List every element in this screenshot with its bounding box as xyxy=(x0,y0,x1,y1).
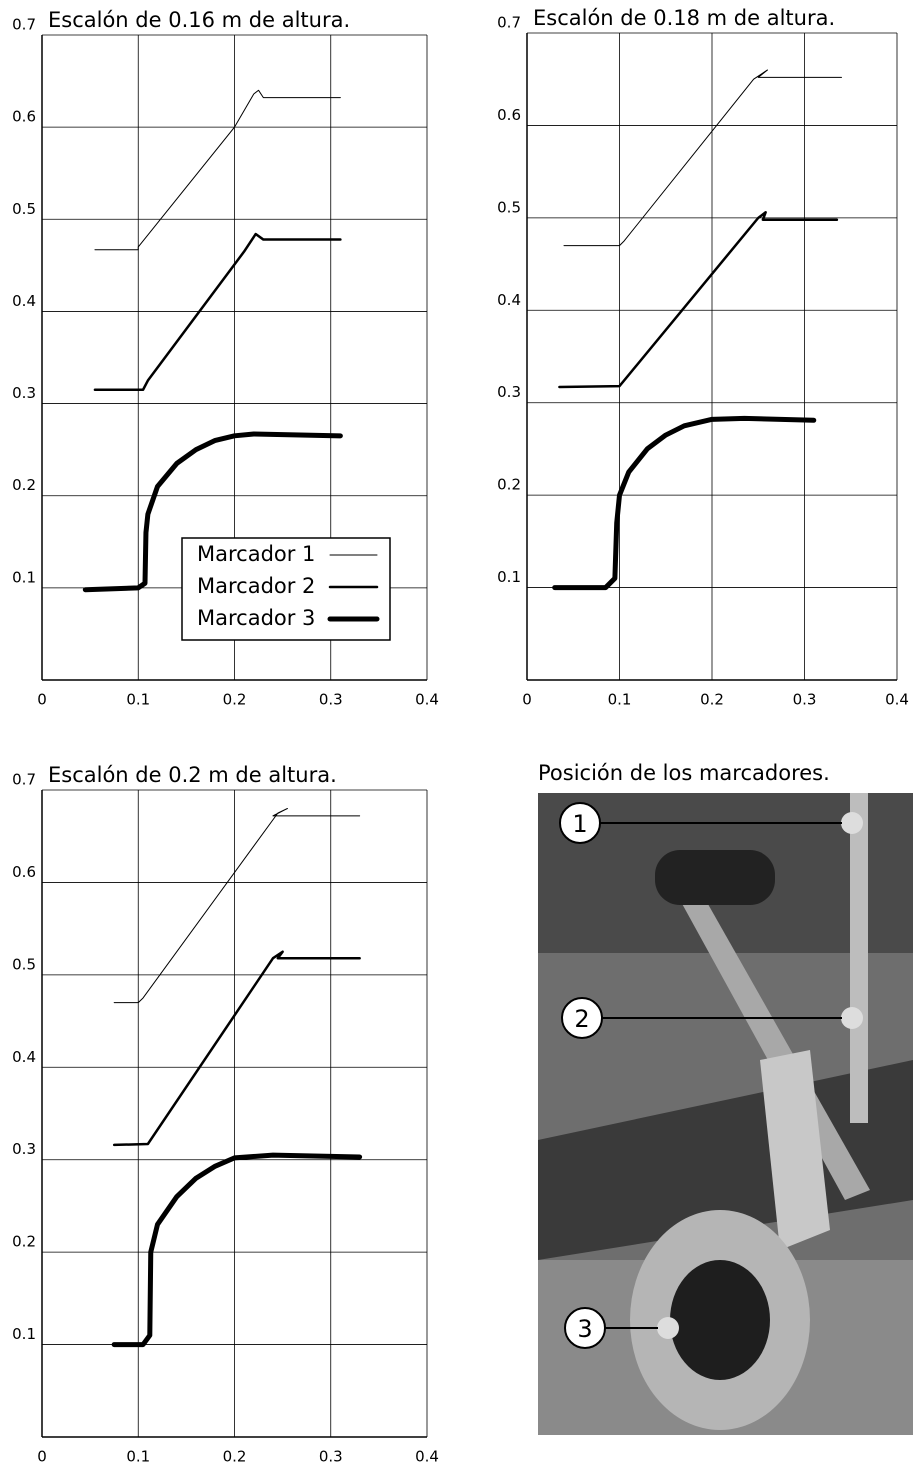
y-tick-label: 0.1 xyxy=(497,568,521,586)
data-line xyxy=(95,90,340,249)
legend-label: Marcador 1 xyxy=(197,542,315,566)
page: Posición de los marcadores. 1 2 3 Escaló… xyxy=(0,0,920,1471)
marker-label: 3 xyxy=(577,1315,592,1343)
y-tick-label: 0.6 xyxy=(12,863,36,881)
y-tick-label: 0.2 xyxy=(12,1233,36,1251)
y-tick-label: 0.4 xyxy=(12,292,36,310)
x-tick-label: 0.1 xyxy=(608,691,632,709)
photo-motor xyxy=(655,850,775,905)
y-tick-label: 0.2 xyxy=(497,476,521,494)
data-line xyxy=(114,1155,359,1344)
photo-marker-ball xyxy=(657,1317,679,1339)
y-tick-label: 0.5 xyxy=(497,198,521,216)
y-tick-label: 0.3 xyxy=(497,383,521,401)
x-tick-label: 0 xyxy=(37,691,47,709)
x-tick-label: 0.4 xyxy=(415,1448,439,1466)
photo-marker-ball xyxy=(841,1007,863,1029)
y-tick-label: 0.2 xyxy=(12,476,36,494)
chart-title: Escalón de 0.16 m de altura. xyxy=(48,8,350,32)
x-tick-label: 0.2 xyxy=(223,691,247,709)
data-line xyxy=(559,212,837,387)
chart: Escalón de 0.16 m de altura. 0.1 0.2 0.3 0.4… xyxy=(12,8,439,709)
y-tick-label: 0.4 xyxy=(497,291,521,309)
y-tick-label: 0.3 xyxy=(12,384,36,402)
y-tick-label: 0.5 xyxy=(12,955,36,973)
y-tick-label: 0.4 xyxy=(12,1048,36,1066)
chart-title: Escalón de 0.18 m de altura. xyxy=(533,6,835,30)
x-tick-label: 0.3 xyxy=(319,691,343,709)
chart-title: Escalón de 0.2 m de altura. xyxy=(48,763,337,787)
chart: Escalón de 0.2 m de altura. 0.1 0.2 0.3 0.4 0… xyxy=(12,763,439,1466)
y-tick-label: 0.1 xyxy=(12,1325,36,1343)
y-tick-label: 0.6 xyxy=(12,108,36,126)
y-tick-label: 0.1 xyxy=(12,568,36,586)
chart: Escalón de 0.18 m de altura. 0.1 0.2 0.3 0.4… xyxy=(497,6,909,709)
x-tick-label: 0.2 xyxy=(223,1448,247,1466)
x-tick-label: 0.2 xyxy=(700,691,724,709)
y-tick-label: 0.7 xyxy=(12,771,36,789)
y-tick-label: 0.7 xyxy=(12,16,36,34)
x-tick-label: 0.3 xyxy=(793,691,817,709)
photo-hub xyxy=(670,1260,770,1380)
x-tick-label: 0.4 xyxy=(415,691,439,709)
photo-panel: Posición de los marcadores. 1 2 3 xyxy=(538,761,913,1435)
figure: Posición de los marcadores. 1 2 3 Escaló… xyxy=(0,0,920,1471)
photo-title: Posición de los marcadores. xyxy=(538,761,830,785)
legend-label: Marcador 2 xyxy=(197,574,315,598)
data-line xyxy=(114,952,359,1145)
marker-label: 1 xyxy=(572,810,587,838)
y-tick-label: 0.6 xyxy=(497,106,521,124)
x-tick-label: 0 xyxy=(522,691,532,709)
marker-label: 2 xyxy=(574,1005,589,1033)
data-line xyxy=(114,808,359,1002)
y-tick-label: 0.7 xyxy=(497,14,521,32)
legend: Marcador 1 Marcador 2 Marcador 3 xyxy=(182,538,390,640)
photo-frame xyxy=(850,793,868,1123)
y-tick-label: 0.5 xyxy=(12,200,36,218)
x-tick-label: 0.4 xyxy=(885,691,909,709)
legend-label: Marcador 3 xyxy=(197,606,315,630)
x-tick-label: 0.3 xyxy=(319,1448,343,1466)
y-tick-label: 0.3 xyxy=(12,1140,36,1158)
x-tick-label: 0.1 xyxy=(126,1448,150,1466)
data-line xyxy=(95,234,340,390)
x-tick-label: 0 xyxy=(37,1448,47,1466)
data-line xyxy=(555,418,814,587)
x-tick-label: 0.1 xyxy=(126,691,150,709)
photo-marker-ball xyxy=(841,812,863,834)
